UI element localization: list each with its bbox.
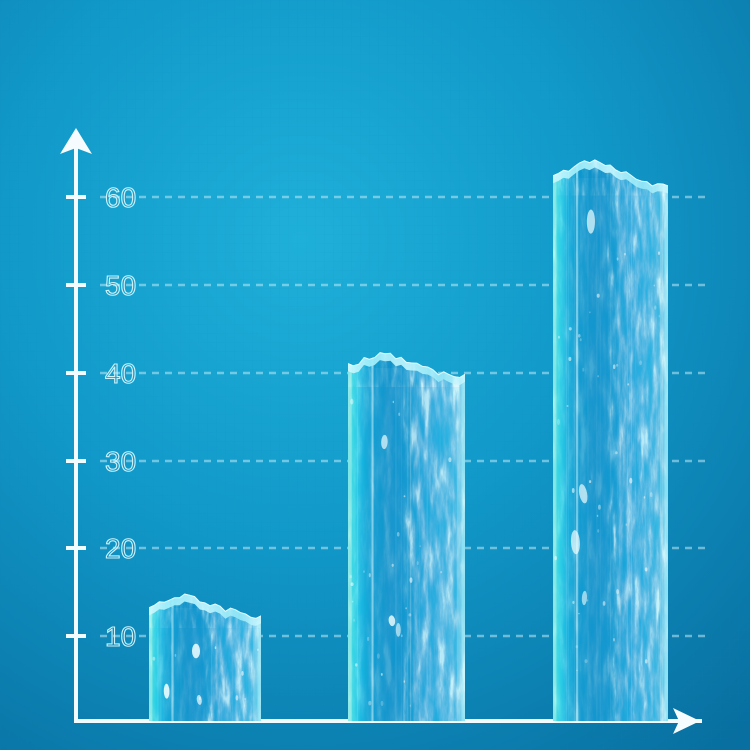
svg-text:50: 50 — [105, 270, 136, 301]
svg-text:20: 20 — [105, 533, 136, 564]
svg-text:40: 40 — [105, 358, 136, 389]
svg-text:60: 60 — [105, 182, 136, 213]
svg-text:30: 30 — [105, 446, 136, 477]
svg-text:10: 10 — [105, 621, 136, 652]
